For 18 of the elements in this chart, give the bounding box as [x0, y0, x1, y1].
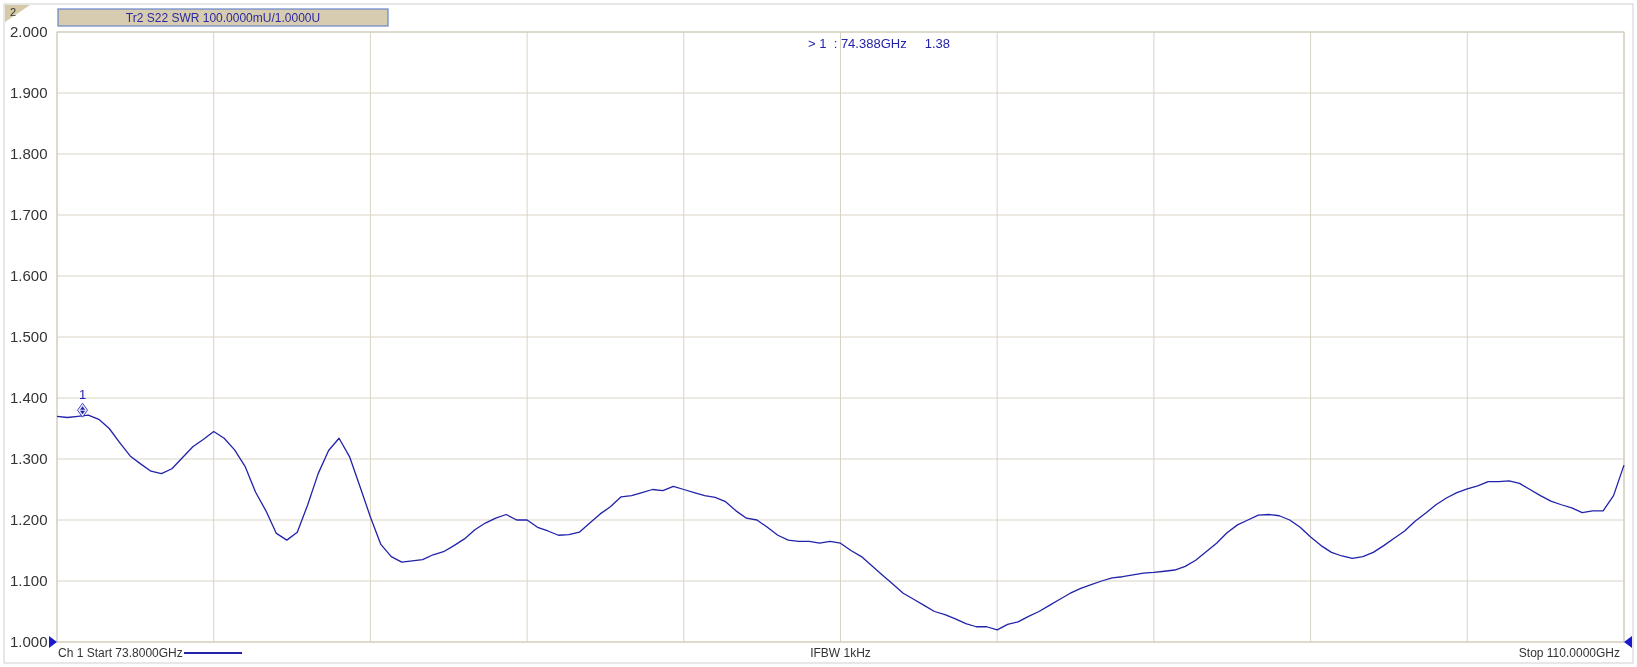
y-tick-label: 1.300	[10, 450, 48, 468]
y-tick-label: 1.200	[10, 511, 48, 529]
y-tick-label: 1.000	[10, 633, 48, 651]
y-tick-label: 1.700	[10, 206, 48, 224]
annotation: > 1 : 74.388GHz 1.38	[808, 36, 951, 51]
y-tick-label: 1.100	[10, 572, 48, 590]
text: 2	[10, 6, 17, 18]
y-tick-label: 1.600	[10, 267, 48, 285]
text: IFBW 1kHz	[810, 646, 871, 660]
y-tick-label: 1.400	[10, 389, 48, 407]
text: Ch 1 Start 73.8000GHz	[58, 646, 183, 660]
chart-title: Tr2 S22 SWR 100.0000mU/1.0000U	[125, 11, 321, 25]
y-tick-label: 1.500	[10, 328, 48, 346]
annotation: 1	[78, 387, 87, 403]
text: Stop 110.0000GHz	[1518, 646, 1620, 660]
y-tick-label: 2.000	[10, 23, 48, 41]
y-tick-label: 1.900	[10, 84, 48, 102]
y-tick-label: 1.800	[10, 145, 48, 163]
